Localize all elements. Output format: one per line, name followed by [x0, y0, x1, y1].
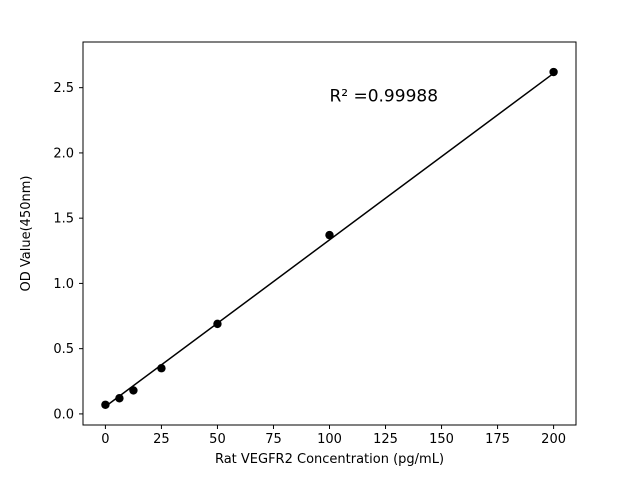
x-tick-label: 150 [429, 432, 454, 447]
data-point [549, 67, 558, 77]
y-tick-label: 0.0 [53, 407, 74, 422]
data-point [129, 386, 138, 395]
x-tick-label: 200 [541, 432, 566, 447]
x-tick-label: 100 [317, 432, 342, 447]
x-axis-label: Rat VEGFR2 Concentration (pg/mL) [215, 452, 444, 467]
fit-line [104, 72, 555, 408]
x-tick-label: 175 [485, 432, 510, 447]
data-point [115, 394, 124, 403]
data-point [325, 230, 334, 240]
y-tick-label: 0.5 [53, 342, 74, 357]
y-tick-label: 1.5 [53, 212, 74, 227]
r-squared-annotation: R² =0.99988 [329, 86, 438, 106]
y-tick-label: 2.0 [53, 146, 74, 161]
x-tick-label: 75 [265, 432, 282, 447]
x-tick-label: 0 [101, 432, 109, 447]
x-tick-label: 125 [373, 432, 398, 447]
y-axis-label: OD Value(450nm) [19, 176, 34, 292]
x-tick-label: 25 [153, 432, 170, 447]
y-tick-label: 2.5 [53, 81, 74, 96]
data-point [101, 400, 110, 409]
data-point [213, 319, 222, 329]
x-tick-label: 50 [209, 432, 226, 447]
y-tick-label: 1.0 [53, 277, 74, 292]
data-point [157, 364, 166, 373]
